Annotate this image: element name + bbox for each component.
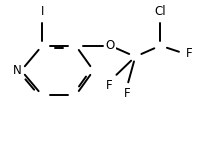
Text: O: O xyxy=(106,39,115,52)
Text: Cl: Cl xyxy=(155,5,166,18)
Text: F: F xyxy=(186,47,192,60)
Text: F: F xyxy=(124,87,130,100)
Text: N: N xyxy=(13,64,21,77)
Text: I: I xyxy=(40,5,44,18)
Text: F: F xyxy=(106,79,112,92)
